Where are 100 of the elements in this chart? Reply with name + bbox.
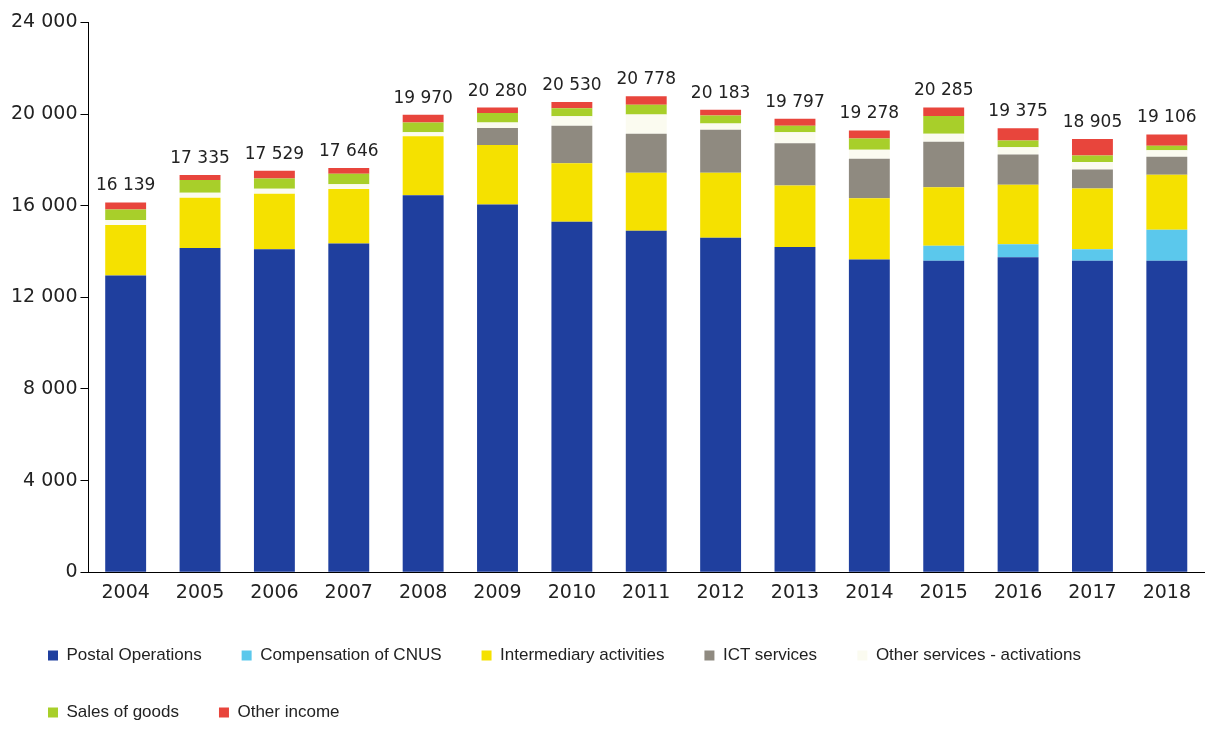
bar: [1072, 260, 1113, 572]
bar: [848, 130, 890, 139]
bar: [402, 122, 444, 133]
bar: [848, 158, 890, 199]
x-tick-label: 2016: [993, 579, 1043, 602]
bar: [477, 112, 518, 123]
bar: [551, 125, 593, 164]
bar: [774, 125, 816, 133]
bar: [997, 140, 1039, 148]
x-tick-label: 2013: [770, 579, 820, 602]
y-tick-label: 12 000: [11, 284, 78, 307]
bar: [1146, 174, 1188, 230]
bar: [848, 138, 890, 150]
bar: [551, 108, 593, 117]
bar: [1072, 139, 1113, 156]
bar: [402, 132, 444, 137]
bar: [1146, 156, 1188, 175]
bar: [402, 114, 444, 123]
bar: [625, 114, 667, 134]
bar: [923, 260, 965, 572]
bar: [997, 147, 1039, 155]
bar: [402, 195, 444, 572]
bar: [477, 144, 518, 205]
bar: [625, 172, 667, 231]
bar: [328, 243, 370, 572]
y-tick-label: 24 000: [11, 9, 78, 32]
legend-label: Other services - activations: [875, 645, 1081, 665]
x-tick-label: 2011: [622, 579, 671, 602]
bar: [1146, 229, 1188, 261]
bar: [105, 224, 147, 276]
bar: [997, 184, 1039, 245]
bar: [700, 109, 742, 116]
y-tick-label: 0: [65, 559, 78, 582]
bar: [1146, 134, 1188, 146]
bar: [997, 154, 1039, 185]
bar: [848, 149, 890, 159]
bar: [551, 101, 593, 109]
bar: [253, 188, 295, 194]
bar: [1072, 249, 1113, 261]
bar: [923, 187, 965, 246]
y-tick-label: 20 000: [11, 100, 78, 123]
bar: [477, 128, 518, 145]
bar: [105, 275, 147, 572]
bar: [179, 192, 221, 198]
x-tick-label: 2005: [175, 579, 225, 602]
bar: [402, 136, 444, 196]
y-tick-label: 4 000: [23, 467, 78, 490]
bar: [105, 220, 147, 225]
total-label: 17 529: [244, 142, 305, 163]
bar: [179, 175, 221, 181]
x-tick-label: 2018: [1142, 579, 1191, 602]
bar: [1072, 188, 1113, 250]
bar: [253, 193, 295, 250]
bar: [328, 184, 370, 190]
bar: [179, 248, 221, 572]
bar: [700, 237, 742, 572]
x-tick-label: 2006: [250, 579, 299, 602]
total-label: 19 375: [988, 100, 1048, 121]
bar: [477, 107, 518, 113]
bar: [700, 172, 742, 238]
bar: [551, 221, 593, 572]
bar: [1072, 161, 1113, 170]
total-label: 20 183: [690, 81, 751, 102]
bar: [997, 128, 1039, 141]
bar: [328, 167, 370, 174]
bar: [774, 143, 816, 186]
x-tick-label: 2004: [101, 579, 150, 602]
bar: [1146, 150, 1188, 157]
y-tick-label: 8 000: [23, 375, 78, 398]
bar: [774, 118, 816, 126]
bar: [774, 132, 816, 144]
bar: [774, 185, 816, 247]
bar: [551, 116, 593, 126]
bar: [1072, 169, 1113, 189]
bar: [1072, 155, 1113, 162]
total-label: 20 530: [542, 73, 602, 94]
bar: [923, 107, 965, 117]
bar: [625, 96, 667, 105]
bar: [105, 202, 147, 210]
bar: [625, 104, 667, 115]
bar: [700, 129, 742, 173]
legend-label: Compensation of CNUS: [260, 645, 442, 665]
bar: [179, 197, 221, 249]
total-label: 17 646: [319, 139, 379, 160]
legend-label: ICT services: [722, 645, 818, 665]
x-tick-label: 2017: [1068, 579, 1117, 602]
bar: [923, 116, 965, 134]
bar: [328, 189, 370, 244]
bar: [1146, 260, 1188, 572]
bar: [700, 115, 742, 124]
legend-label: Postal Operations: [66, 645, 202, 665]
x-tick-label: 2012: [696, 579, 745, 602]
x-tick-label: 2009: [473, 579, 522, 602]
total-label: 18 905: [1062, 111, 1123, 132]
bar: [923, 141, 965, 188]
x-tick-label: 2015: [919, 579, 968, 602]
bar: [328, 173, 370, 185]
bar: [551, 163, 593, 222]
bar: [923, 245, 965, 261]
bar: [477, 204, 518, 572]
